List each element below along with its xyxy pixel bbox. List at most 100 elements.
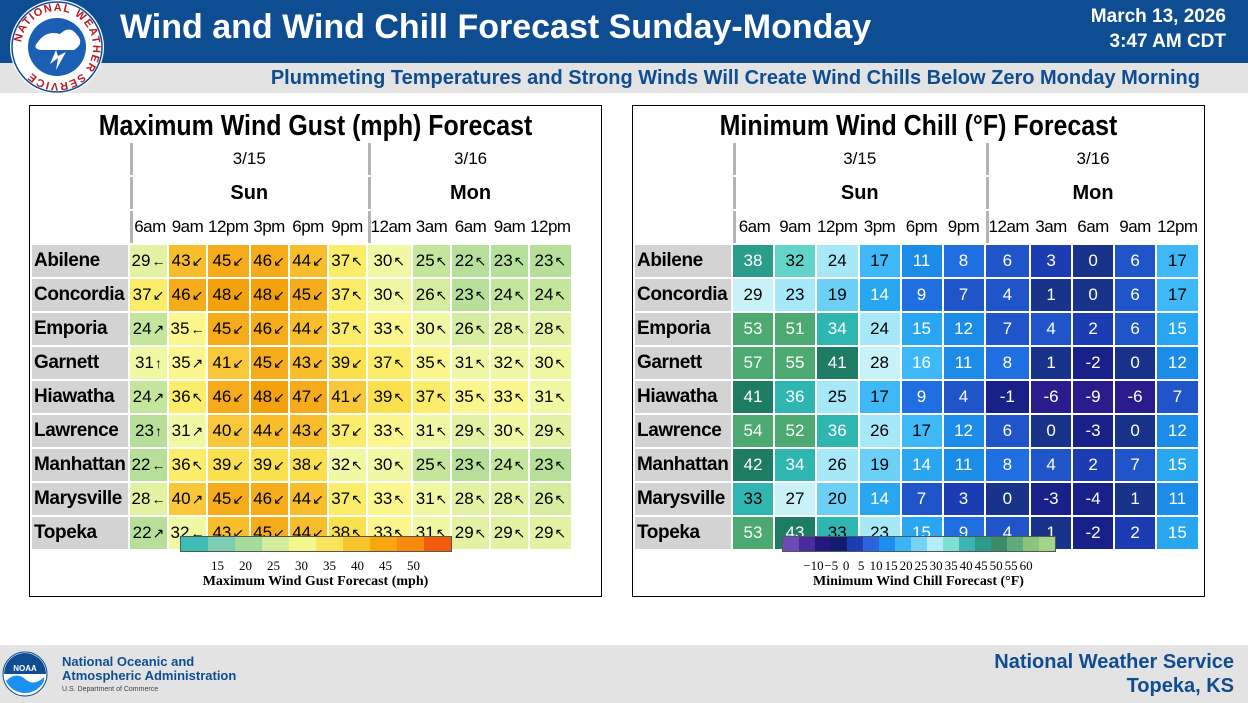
gust-row: Emporia 24↗ 35← 45↙ 46↙ 44↙ 37↖ 33↖ 30↖ 26↖ 28↖ 28↖ xyxy=(32,313,571,345)
chill-value-cell: -6 xyxy=(1115,381,1156,413)
chill-value: 7 xyxy=(958,285,969,304)
gust-value: 45 xyxy=(253,353,273,372)
chill-time-4: 6pm xyxy=(905,217,938,236)
gust-value: 48 xyxy=(212,285,232,304)
gust-value: 30 xyxy=(373,455,393,474)
nws-emblem-icon: NATIONAL WEATHER SERVICE xyxy=(11,1,103,93)
chill-value: 26 xyxy=(870,421,889,440)
gust-legend-tick: 40 xyxy=(351,558,364,573)
wind-direction-arrow-icon: ← xyxy=(151,457,166,473)
wind-direction-arrow-icon: ↖ xyxy=(474,355,487,371)
chill-value: 41 xyxy=(743,387,763,406)
chill-value: 12 xyxy=(1167,353,1187,372)
chill-value-cell: 11 xyxy=(943,449,984,481)
noaa-name: National Oceanic and Atmospheric Adminis… xyxy=(62,655,236,697)
wind-direction-arrow-icon: ↖ xyxy=(435,355,448,371)
wind-gust-colorbar xyxy=(179,536,452,552)
gust-value-cell: 30↖ xyxy=(491,415,529,447)
gust-value-cell: 37↙ xyxy=(130,279,167,311)
chill-value-cell: 38 xyxy=(733,245,773,277)
gust-value-cell: 31↖ xyxy=(452,347,490,379)
wind-chill-legend-title: Minimum Wind Chill Forecast (°F) xyxy=(813,574,1024,589)
gust-value-cell: 44↙ xyxy=(289,245,327,277)
gust-value-cell: 24↖ xyxy=(491,279,529,311)
gust-value-cell: 22↖ xyxy=(452,245,490,277)
chill-value: 0 xyxy=(1046,421,1056,440)
wind-direction-arrow-icon: ↖ xyxy=(513,321,526,337)
chill-value-cell: 53 xyxy=(733,517,773,549)
chill-legend-swatch xyxy=(990,537,1007,551)
chill-day-row: Sun Mon xyxy=(635,177,1198,209)
chill-value: 17 xyxy=(870,387,889,406)
gust-value: 29 xyxy=(534,421,554,440)
chill-value-cell: 9 xyxy=(901,381,942,413)
gust-value-cell: 39↖ xyxy=(367,381,412,413)
chill-city-label: Garnett xyxy=(635,347,731,379)
wind-direction-arrow-icon: ↙ xyxy=(273,287,285,303)
chill-value-cell: 0 xyxy=(1115,347,1156,379)
chill-row: Abilene 38 32 24 17 11 8 6 3 0 6 17 xyxy=(635,245,1198,277)
gust-value: 30 xyxy=(493,421,513,440)
gust-value: 31 xyxy=(454,353,474,372)
chill-value-cell: 0 xyxy=(1073,245,1114,277)
gust-value-cell: 37↖ xyxy=(367,347,412,379)
gust-legend-tick: 15 xyxy=(211,558,224,573)
chill-value-cell: -9 xyxy=(1073,381,1114,413)
chill-value: 15 xyxy=(1167,523,1187,542)
gust-value-cell: 29↖ xyxy=(530,415,571,447)
chill-value-cell: 41 xyxy=(817,347,858,379)
wind-direction-arrow-icon: ↙ xyxy=(232,389,245,405)
gust-value: 23 xyxy=(493,251,513,270)
chill-value-cell: 51 xyxy=(775,313,815,345)
chill-value: 14 xyxy=(870,489,889,508)
wind-gust-legend: 15 20 25 30 35 40 45 50 Maximum Wind Gust Forec… xyxy=(30,536,601,590)
wind-direction-arrow-icon: ↖ xyxy=(474,525,487,541)
gust-value: 44 xyxy=(292,319,312,338)
chill-value: 36 xyxy=(827,421,847,440)
chill-value: 6 xyxy=(1002,421,1013,440)
gust-value: 25 xyxy=(415,455,435,474)
noaa-name-line1: National Oceanic and xyxy=(62,654,195,669)
gust-value-cell: 31↖ xyxy=(413,415,451,447)
gust-value: 43 xyxy=(171,251,191,270)
wind-direction-arrow-icon: ↙ xyxy=(273,355,285,371)
gust-value: 45 xyxy=(212,319,232,338)
chill-value: 0 xyxy=(1088,285,1098,304)
gust-value-cell: 47↙ xyxy=(289,381,327,413)
chill-time-1: 9am xyxy=(779,217,811,236)
chill-legend-tick: 55 xyxy=(1004,558,1018,573)
gust-value-cell: 48↙ xyxy=(208,279,249,311)
chill-value: 53 xyxy=(743,523,763,542)
wind-direction-arrow-icon: ↖ xyxy=(474,321,487,337)
footer-bar: NOAA National Oceanic and Atmospheric Ad… xyxy=(0,645,1248,703)
wind-direction-arrow-icon: ↖ xyxy=(351,525,363,541)
gust-time-3: 3pm xyxy=(253,217,285,236)
gust-time-8: 6am xyxy=(454,217,487,236)
chill-value-cell: 15 xyxy=(1157,313,1198,345)
gust-value: 28 xyxy=(454,489,474,508)
gust-value: 28 xyxy=(493,319,513,338)
gust-legend-swatch xyxy=(234,537,262,551)
chill-value: 38 xyxy=(743,251,763,270)
gust-value: 37 xyxy=(331,421,351,440)
chill-legend-swatch xyxy=(910,537,927,551)
chill-value: 20 xyxy=(827,489,847,508)
gust-value: 45 xyxy=(212,489,232,508)
chill-value: 8 xyxy=(1002,353,1013,372)
gust-value-cell: 36↖ xyxy=(169,381,206,413)
chill-value-cell: 0 xyxy=(1115,415,1156,447)
chill-value: 14 xyxy=(912,455,931,474)
chill-value: 12 xyxy=(954,421,973,440)
wind-direction-arrow-icon: ↙ xyxy=(273,525,285,541)
chill-legend-tick: 15 xyxy=(884,558,898,573)
chill-value: -3 xyxy=(1085,421,1101,440)
gust-row: Manhattan 22← 36↖ 39↙ 39↙ 38↙ 32↖ 30↖ 25↖ 23↖ 24↖ 2… xyxy=(32,449,571,481)
gust-value: 41 xyxy=(212,353,232,372)
gust-value: 23 xyxy=(454,285,474,304)
gust-value-cell: 43↙ xyxy=(289,415,327,447)
chill-value-cell: -3 xyxy=(1031,483,1072,515)
gust-value-cell: 28↖ xyxy=(452,483,490,515)
chill-date-0: 3/15 xyxy=(733,143,984,175)
chill-value: 17 xyxy=(1167,251,1187,270)
gust-legend-swatch xyxy=(369,537,397,551)
